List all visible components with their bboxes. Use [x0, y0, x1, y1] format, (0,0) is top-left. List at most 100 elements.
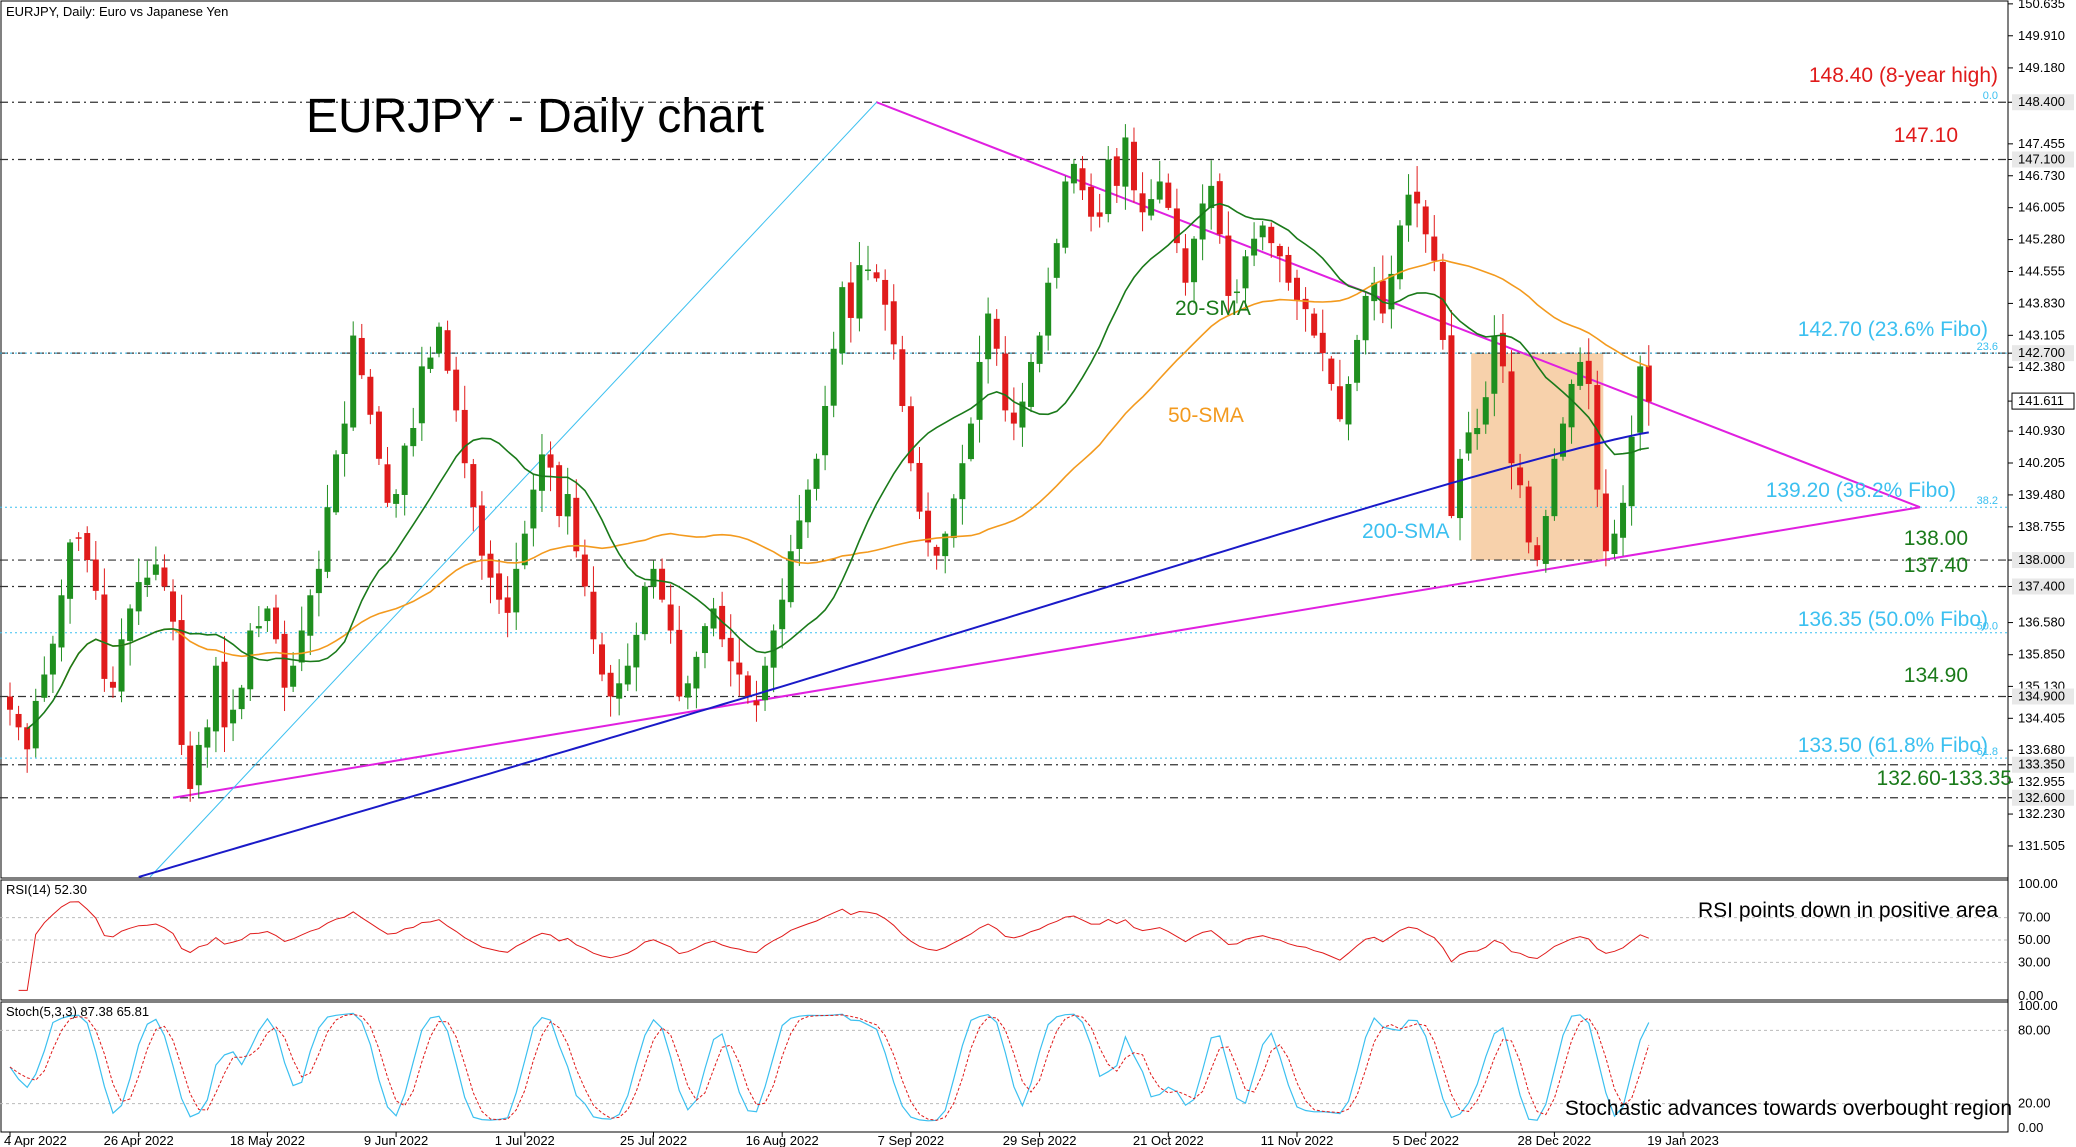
candle — [839, 281, 846, 365]
candle — [1405, 174, 1412, 242]
candle — [1645, 345, 1652, 426]
chart-annotation: 134.90 — [1904, 664, 1968, 687]
candle — [633, 622, 640, 692]
candle — [599, 632, 606, 682]
page-title: EURJPY - Daily chart — [306, 90, 764, 143]
price-tick-highlight — [2012, 756, 2074, 773]
candle — [796, 494, 803, 566]
rsi-line — [18, 901, 1649, 991]
candle — [436, 322, 442, 358]
candle — [959, 444, 966, 525]
candle — [170, 579, 177, 641]
candle — [1242, 249, 1249, 310]
candle — [470, 458, 477, 532]
candle — [478, 491, 485, 580]
candle — [1637, 355, 1644, 451]
moving-averages-layer — [26, 202, 1650, 878]
price-tick-label: 143.830 — [2018, 295, 2065, 310]
price-tick-highlight — [2012, 151, 2074, 168]
price-tick-label: 147.455 — [2018, 136, 2065, 151]
candle — [1079, 156, 1086, 201]
price-tick-label: 146.730 — [2018, 168, 2065, 183]
candle — [547, 441, 554, 492]
price-tick-label: 132.600 — [2018, 790, 2065, 805]
date-x-axis: 4 Apr 2022 26 Apr 2022 18 May 2022 9 Jun 20… — [4, 1132, 1719, 1147]
candle — [641, 582, 648, 641]
candle — [1559, 417, 1566, 461]
candle — [753, 680, 760, 722]
candle — [1319, 309, 1326, 372]
date-tick-label: 19 Jan 2023 — [1647, 1133, 1719, 1147]
candle — [230, 689, 237, 742]
candle — [1517, 453, 1524, 499]
candle — [341, 401, 348, 477]
candle — [204, 719, 211, 768]
candle — [1122, 124, 1129, 210]
candle — [504, 576, 511, 638]
candle — [933, 544, 940, 570]
stoch-annotation: Stochastic advances towards overbought r… — [1565, 1097, 2012, 1120]
price-tick-label: 142.700 — [2018, 345, 2065, 360]
candle — [727, 614, 734, 687]
candle — [15, 705, 22, 741]
candle — [865, 245, 871, 281]
candle — [67, 539, 74, 624]
candle — [187, 731, 194, 802]
price-tick-label: 134.900 — [2018, 689, 2065, 704]
stoch-tick-label: 20.00 — [2018, 1096, 2051, 1111]
price-tick-label: 135.850 — [2018, 647, 2065, 662]
date-tick-label: 28 Dec 2022 — [1518, 1133, 1592, 1147]
rsi-tick-label: 30.00 — [2018, 954, 2051, 969]
price-tick-label: 144.555 — [2018, 264, 2065, 279]
candle — [1336, 359, 1343, 422]
candle — [1165, 173, 1172, 211]
rsi-tick-label: 70.00 — [2018, 910, 2051, 925]
candle — [410, 407, 417, 457]
candle — [513, 542, 520, 630]
indicator-panels-layer: 100.0070.0050.0030.000.00100.0080.0020.0… — [0, 876, 2058, 1135]
candle — [1294, 269, 1300, 321]
rsi-tick-label: 50.00 — [2018, 932, 2051, 947]
candle — [1268, 222, 1275, 258]
candle — [530, 473, 537, 547]
chart-annotation: 137.40 — [1904, 554, 1968, 577]
price-tick-label: 139.480 — [2018, 487, 2065, 502]
candle — [607, 664, 614, 717]
candle — [1371, 266, 1378, 321]
fibo-swing-line — [149, 101, 877, 878]
price-tick-label: 133.680 — [2018, 742, 2065, 757]
candle — [1482, 381, 1489, 434]
candle — [358, 323, 365, 379]
candle — [899, 335, 906, 412]
candle — [350, 321, 357, 431]
candle — [1551, 448, 1558, 521]
rsi-tick-label: 0.00 — [2018, 988, 2043, 1003]
chart-annotation: 142.70 (23.6% Fibo) — [1798, 318, 1988, 341]
candle — [624, 643, 631, 691]
candle — [1499, 314, 1506, 383]
rising-trendline — [172, 506, 1921, 799]
candle — [92, 541, 99, 600]
stoch-header: Stoch(5,3,3) 87.38 65.81 — [6, 1004, 149, 1019]
candle — [1465, 411, 1472, 461]
candle — [427, 346, 434, 373]
candle — [444, 320, 451, 374]
date-tick-label: 11 Nov 2022 — [1261, 1133, 1334, 1147]
candle — [1096, 193, 1103, 228]
candle — [538, 434, 545, 512]
stoch-tick-label: 100.00 — [2018, 998, 2058, 1013]
candle — [1156, 160, 1163, 204]
candle — [367, 368, 374, 425]
rsi-tick-label: 100.00 — [2018, 876, 2058, 891]
candle — [976, 335, 983, 443]
candle — [324, 484, 331, 579]
candle — [221, 636, 228, 752]
candle — [1362, 291, 1369, 355]
candle — [247, 623, 254, 702]
price-tick-label: 138.755 — [2018, 519, 2065, 534]
candle — [787, 534, 794, 608]
candle — [847, 262, 854, 343]
candle — [564, 467, 571, 535]
price-tick-label: 149.910 — [2018, 28, 2065, 43]
consolidation-zone-layer — [1471, 353, 1604, 561]
